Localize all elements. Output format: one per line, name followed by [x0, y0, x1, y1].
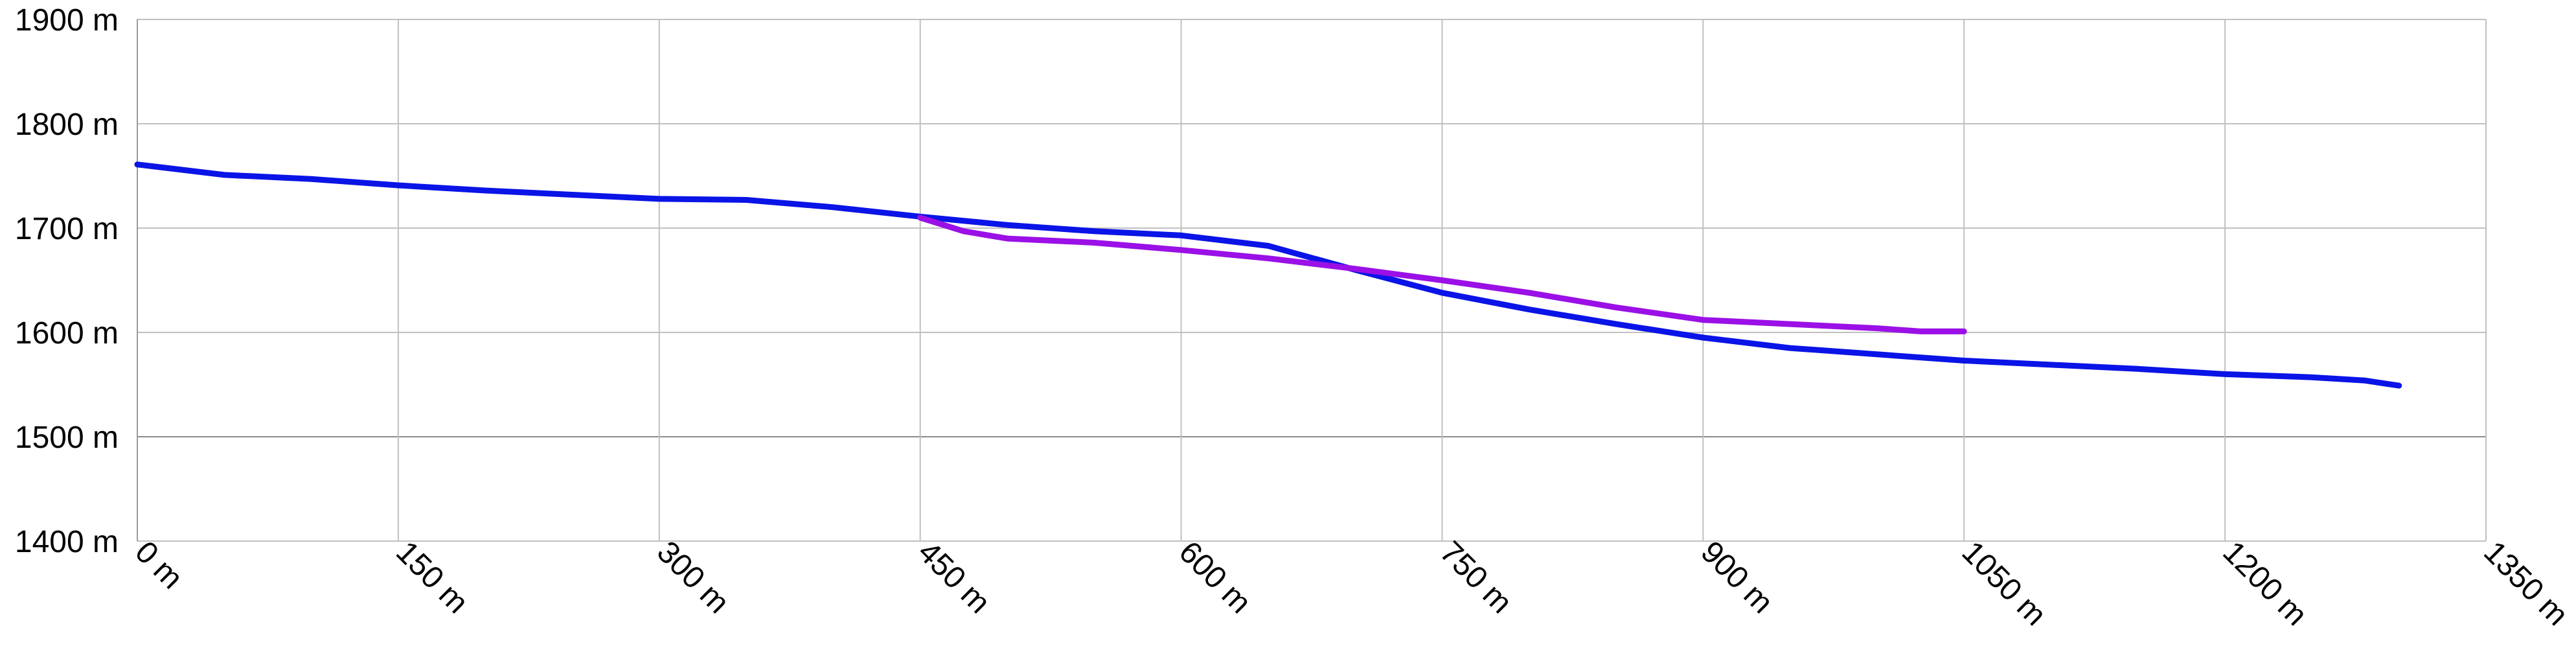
y-tick-label: 1800 m: [15, 108, 119, 142]
x-tick-label: 1050 m: [1955, 535, 2053, 632]
y-axis-labels: 1400 m 1500 m 1600 m 1700 m 1800 m 1900 m: [15, 3, 119, 559]
y-tick-label: 1500 m: [15, 421, 119, 455]
x-tick-label: 900 m: [1694, 535, 1780, 620]
x-tick-label: 300 m: [650, 535, 736, 620]
x-tick-label: 1200 m: [2216, 535, 2314, 632]
y-tick-label: 1700 m: [15, 212, 119, 246]
y-tick-label: 1600 m: [15, 316, 119, 351]
x-tick-label: 0 m: [128, 535, 189, 596]
y-tick-label: 1400 m: [15, 525, 119, 559]
y-tick-label: 1900 m: [15, 3, 119, 38]
x-tick-label: 750 m: [1433, 535, 1519, 620]
x-tick-label: 1350 m: [2477, 535, 2575, 632]
x-tick-label: 450 m: [911, 535, 997, 620]
series-group: [134, 161, 2402, 389]
x-tick-label: 150 m: [389, 535, 475, 620]
x-tick-label: 600 m: [1172, 535, 1258, 620]
grid: [137, 19, 2487, 542]
series-line-2: [917, 214, 1967, 334]
x-axis-labels: 0 m 150 m 300 m 450 m 600 m 750 m 900 m 1050 m 1…: [128, 535, 2575, 632]
series-line-1: [134, 161, 2402, 389]
